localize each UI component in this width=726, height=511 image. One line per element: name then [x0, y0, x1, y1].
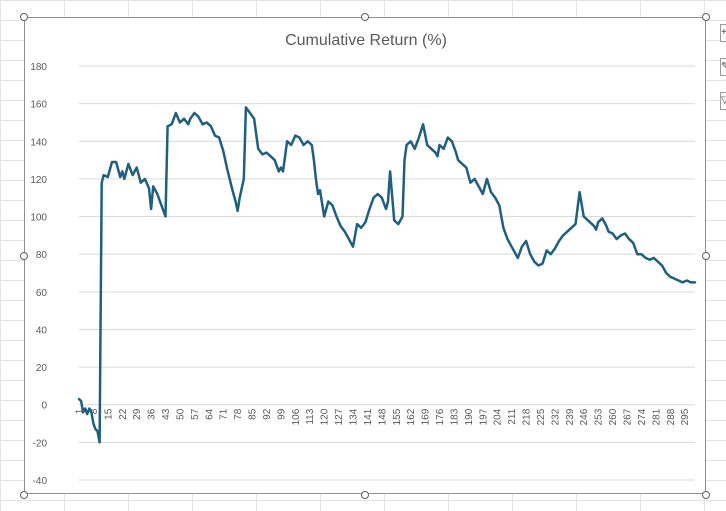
x-tick-label: 211 — [507, 408, 518, 424]
x-tick-label: 253 — [594, 408, 605, 425]
x-tick-label: 239 — [565, 408, 576, 425]
y-tick-label: 140 — [30, 137, 47, 148]
line-chart: Cumulative Return (%) -40 -20 0 20 40 60 80 100… — [30, 32, 697, 487]
x-tick-label: 197 — [478, 408, 489, 425]
x-tick-label: 8 — [89, 408, 100, 414]
y-tick-label: 60 — [36, 288, 48, 299]
y-tick-label: 80 — [36, 250, 48, 261]
y-axis-labels: -40 -20 0 20 40 60 80 100 120 140 160 180 — [30, 62, 47, 487]
x-tick-label: 169 — [421, 408, 432, 425]
x-tick-label: 225 — [536, 408, 547, 425]
y-tick-label: 40 — [36, 325, 48, 336]
x-tick-label: 232 — [550, 408, 561, 425]
x-tick-label: 141 — [363, 408, 374, 425]
x-tick-label: 274 — [637, 408, 648, 425]
x-tick-label: 260 — [608, 408, 619, 425]
chart-elements-button[interactable]: + — [720, 24, 726, 42]
x-tick-label: 43 — [161, 408, 172, 420]
chart-title: Cumulative Return (%) — [285, 32, 447, 49]
x-tick-label: 246 — [579, 408, 590, 425]
y-tick-label: 20 — [36, 363, 48, 374]
resize-handle-middle-right[interactable] — [702, 252, 710, 260]
y-tick-label: 160 — [30, 100, 47, 111]
x-tick-label: 148 — [377, 408, 388, 425]
y-tick-label: -20 — [33, 438, 48, 449]
x-tick-label: 78 — [233, 408, 244, 420]
x-tick-label: 281 — [651, 408, 662, 425]
resize-handle-bottom-center[interactable] — [361, 491, 369, 499]
x-tick-label: 99 — [276, 408, 287, 420]
plus-icon: + — [721, 27, 726, 38]
x-tick-label: 295 — [680, 408, 691, 425]
y-tick-label: 180 — [30, 62, 47, 73]
series-group — [77, 106, 697, 444]
x-tick-label: 155 — [392, 408, 403, 425]
x-tick-label: 162 — [406, 408, 417, 425]
x-tick-label: 113 — [305, 408, 316, 424]
gridlines — [79, 65, 695, 481]
y-tick-label: 100 — [30, 213, 47, 224]
x-tick-label: 22 — [118, 408, 129, 420]
x-tick-label: 120 — [320, 408, 331, 425]
x-tick-label: 127 — [334, 408, 345, 425]
x-tick-label: 71 — [219, 408, 230, 420]
x-tick-label: 106 — [291, 408, 302, 425]
resize-handle-bottom-left[interactable] — [20, 491, 28, 499]
x-tick-label: 134 — [349, 408, 360, 425]
brush-icon: ✎ — [721, 61, 726, 72]
y-tick-label: 0 — [41, 401, 47, 412]
chart-filters-button[interactable]: ▽ — [720, 92, 726, 110]
resize-handle-top-center[interactable] — [361, 13, 369, 21]
chart-styles-button[interactable]: ✎ — [720, 58, 726, 76]
x-tick-label: 57 — [190, 408, 201, 420]
resize-handle-top-right[interactable] — [702, 13, 710, 21]
x-axis-labels: 1 8 15 22 29 36 43 50 57 64 71 78 85 92 99 106 113 120 127… — [75, 408, 692, 425]
x-tick-label: 64 — [204, 408, 215, 420]
x-tick-label: 50 — [175, 408, 186, 420]
series-line[interactable] — [77, 106, 697, 444]
x-tick-label: 176 — [435, 408, 446, 425]
y-tick-label: 120 — [30, 175, 47, 186]
x-tick-label: 190 — [464, 408, 475, 425]
x-tick-label: 267 — [623, 408, 634, 425]
resize-handle-middle-left[interactable] — [20, 252, 28, 260]
x-tick-label: 204 — [493, 408, 504, 425]
resize-handle-top-left[interactable] — [20, 13, 28, 21]
x-tick-label: 218 — [522, 408, 533, 425]
resize-handle-bottom-right[interactable] — [702, 491, 710, 499]
x-tick-label: 15 — [103, 408, 114, 420]
x-tick-label: 288 — [666, 408, 677, 425]
chart-area[interactable]: Cumulative Return (%) -40 -20 0 20 40 60 80 100… — [24, 17, 706, 494]
x-tick-label: 183 — [449, 408, 460, 425]
x-tick-label: 36 — [147, 408, 158, 420]
x-tick-label: 85 — [248, 408, 259, 420]
x-tick-label: 92 — [262, 408, 273, 420]
x-tick-label: 1 — [75, 408, 86, 414]
y-tick-label: -40 — [33, 476, 48, 487]
x-tick-label: 29 — [132, 408, 143, 420]
filter-icon: ▽ — [721, 95, 726, 106]
